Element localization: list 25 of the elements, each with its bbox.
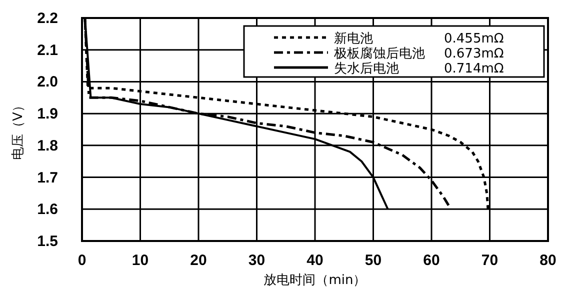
annotation: 0.714mΩ xyxy=(444,62,504,76)
x-tick-label: 0 xyxy=(78,252,86,269)
y-tick-label: 1.6 xyxy=(37,201,58,218)
legend-label: 新电池 xyxy=(334,32,373,46)
y-tick-label: 1.7 xyxy=(37,169,58,186)
legend-label: 极板腐蚀后电池 xyxy=(333,46,425,62)
legend-label: 失水后电池 xyxy=(334,62,399,76)
x-tick-label: 60 xyxy=(423,252,440,269)
y-axis-title: 电压（V） xyxy=(11,99,26,160)
y-tick-label: 1.8 xyxy=(37,137,58,154)
x-tick-label: 40 xyxy=(306,252,324,269)
x-tick-label: 50 xyxy=(364,252,382,269)
x-tick-label: 70 xyxy=(481,252,498,269)
y-tick-label: 1.5 xyxy=(37,233,58,250)
x-tick-label: 10 xyxy=(132,252,149,269)
y-tick-label: 2.2 xyxy=(37,10,58,27)
y-tick-label: 1.9 xyxy=(37,106,58,123)
annotation: 0.673mΩ xyxy=(444,46,504,62)
y-tick-label: 2.1 xyxy=(37,42,58,59)
x-axis-title: 放电时间（min） xyxy=(264,273,366,288)
x-tick-label: 80 xyxy=(540,252,556,269)
x-tick-label: 30 xyxy=(248,252,266,269)
x-tick-label: 20 xyxy=(190,252,207,269)
annotation: 0.455mΩ xyxy=(444,32,504,46)
y-tick-label: 2.0 xyxy=(37,74,58,91)
